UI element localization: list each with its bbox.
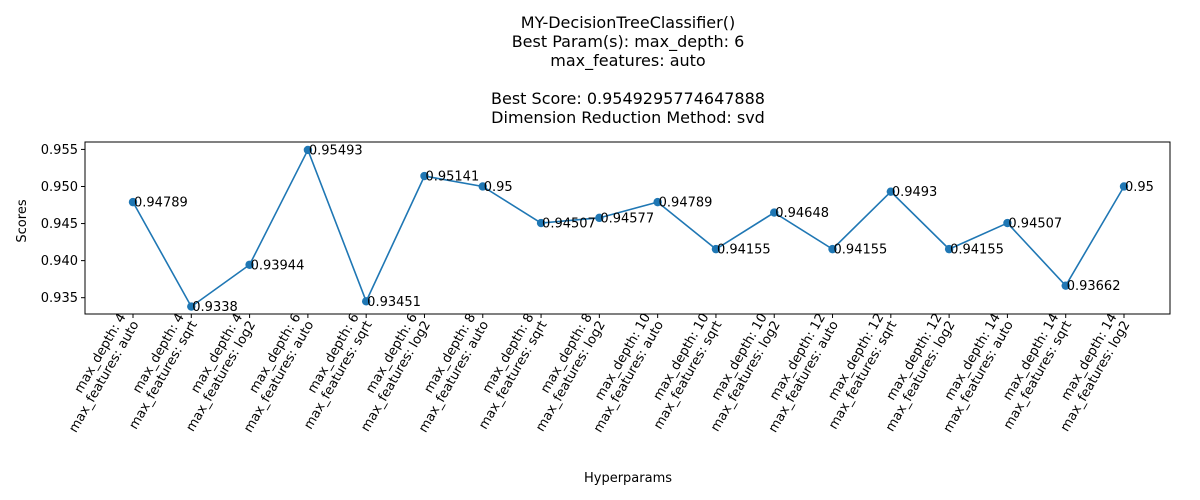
data-point <box>536 218 546 228</box>
data-point <box>595 213 604 223</box>
data-label: 0.94789 <box>134 196 188 211</box>
title-line: max_features: auto <box>550 51 705 71</box>
data-label: 0.94789 <box>659 196 713 211</box>
data-point <box>128 197 138 207</box>
data-point <box>770 208 779 217</box>
chart-title: MY-DecisionTreeClassifier()Best Param(s)… <box>491 13 765 127</box>
data-label: 0.93451 <box>367 295 421 310</box>
series-line <box>132 147 1125 308</box>
y-tick-label: 0.935 <box>41 291 78 306</box>
data-labels: 0.94789 0.9338 0.93944 0.95493 0.93451 0.9514… <box>134 143 1154 315</box>
y-tick-label: 0.950 <box>41 180 78 195</box>
x-axis-label: Hyperparams <box>584 471 672 486</box>
data-label: 0.93944 <box>251 258 305 273</box>
title-line: Dimension Reduction Method: svd <box>491 108 765 127</box>
data-label: 0.9338 <box>192 300 238 315</box>
plot-area-frame <box>84 141 1171 315</box>
data-label: 0.94507 <box>542 217 596 232</box>
data-point <box>187 302 196 311</box>
data-point <box>828 244 837 254</box>
y-tick-label: 0.940 <box>41 254 78 269</box>
data-label: 0.95 <box>1125 180 1154 195</box>
data-label: 0.9493 <box>892 185 938 200</box>
data-point <box>1003 218 1012 228</box>
data-point <box>361 297 371 306</box>
data-label: 0.94507 <box>1008 217 1062 232</box>
y-axis: 0.935 0.940 0.945 0.950 0.955 <box>41 143 85 306</box>
title-line: MY-DecisionTreeClassifier() <box>521 13 735 32</box>
title-line: Best Score: 0.9549295774647888 <box>491 89 765 108</box>
data-label: 0.94648 <box>775 206 829 221</box>
data-label: 0.94155 <box>834 243 888 258</box>
data-point <box>245 260 254 269</box>
y-tick-label: 0.955 <box>41 143 78 158</box>
data-label: 0.94155 <box>950 243 1004 258</box>
data-point <box>420 171 429 181</box>
y-axis-label: Scores <box>15 199 30 242</box>
data-point <box>303 145 313 155</box>
data-label: 0.95141 <box>425 170 479 185</box>
y-tick-label: 0.945 <box>41 217 78 232</box>
data-point <box>944 244 954 254</box>
data-label: 0.95493 <box>309 143 363 158</box>
data-label: 0.94155 <box>717 243 771 258</box>
data-label: 0.95 <box>484 180 513 195</box>
data-point <box>1119 182 1129 191</box>
data-point <box>1061 281 1070 290</box>
title-line: Best Param(s): max_depth: 6 <box>512 32 745 52</box>
data-label: 0.93662 <box>1067 279 1121 294</box>
data-label: 0.94577 <box>600 211 654 226</box>
data-points <box>128 145 1129 311</box>
data-point <box>711 244 721 254</box>
data-point <box>478 182 487 191</box>
data-point <box>886 187 896 196</box>
data-point <box>653 197 662 207</box>
